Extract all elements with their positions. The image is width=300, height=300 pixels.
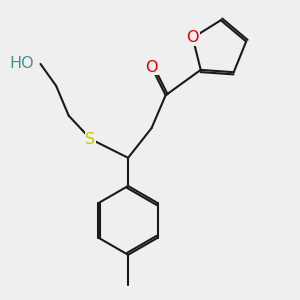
Text: O: O bbox=[145, 60, 158, 75]
Text: O: O bbox=[187, 30, 199, 45]
Text: HO: HO bbox=[10, 56, 34, 71]
Text: S: S bbox=[85, 131, 96, 146]
